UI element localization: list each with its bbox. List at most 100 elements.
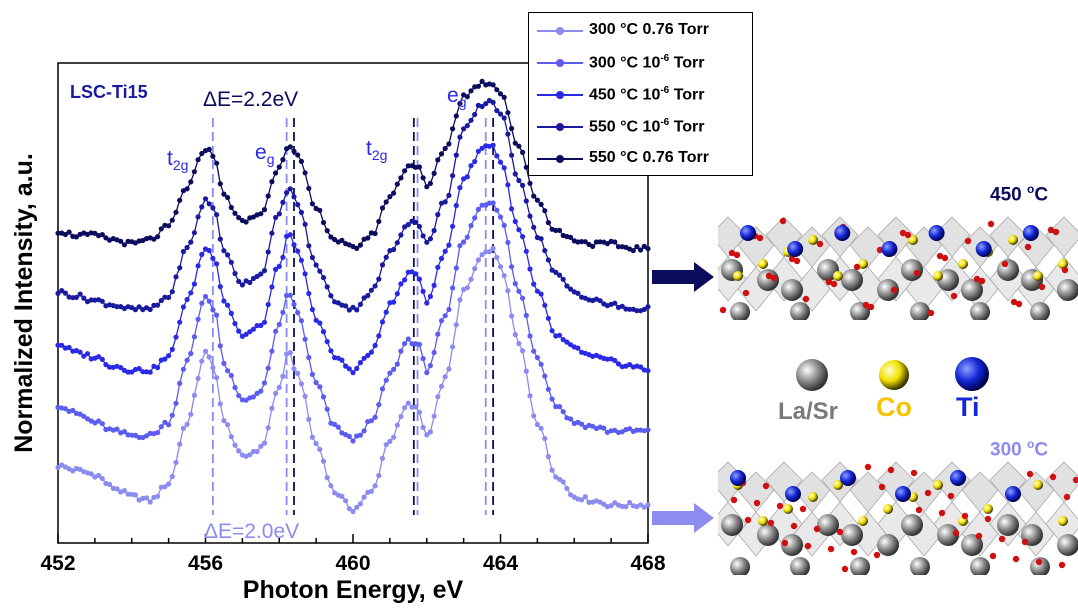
data-point [394,181,400,187]
data-point [497,214,504,220]
o-sphere [799,505,807,513]
data-point [155,493,161,499]
series-line [57,247,649,513]
data-point [273,214,279,221]
data-point [361,494,367,500]
la-sr-sphere [910,557,930,575]
co-sphere [883,504,893,514]
data-point [372,342,378,349]
data-point [324,475,330,481]
o-sphere [1049,473,1057,481]
data-point [228,434,234,440]
data-point [261,207,268,213]
data-point [357,242,363,248]
data-point [512,171,518,177]
data-point [199,150,205,157]
data-point [306,354,312,361]
o-sphere [790,522,798,530]
data-point [442,313,448,319]
data-point [287,186,293,192]
data-point [383,309,389,315]
data-point [147,306,153,313]
data-point [627,306,633,312]
la-sr-sphere [970,557,990,575]
data-point [450,344,456,350]
la-sr-label: La/Sr [778,398,839,425]
data-point [457,243,463,249]
data-point [265,365,271,371]
data-point [228,310,234,316]
data-point [177,441,183,447]
data-point [509,264,515,270]
data-point [269,405,275,411]
data-point [214,375,220,381]
data-point [568,492,574,498]
data-point [291,194,297,200]
data-point [472,215,478,221]
data-point [509,125,515,132]
data-point [324,339,330,345]
data-point [391,434,397,440]
data-point [556,332,563,338]
sample-label: LSC-Ti15 [70,82,148,102]
o-sphere [776,502,784,510]
data-point [457,297,463,303]
data-point [387,370,393,376]
series-1 [55,200,651,444]
la-sr-sphere [757,269,779,291]
data-point [486,249,492,255]
data-point [210,205,216,211]
data-point [199,251,205,258]
data-point [453,322,459,328]
data-point [225,194,231,201]
o-sphere [927,309,935,317]
data-point [291,301,297,307]
data-point [269,348,275,354]
data-point [431,413,437,419]
data-point [180,248,186,255]
data-point [225,252,231,258]
data-point [206,146,212,152]
data-point [357,301,363,307]
co-sphere [908,235,918,245]
data-point [55,230,61,236]
o-sphere [998,535,1006,543]
data-point [96,418,102,424]
data-point [615,244,622,250]
la-sr-sphere [730,302,750,320]
data-point [542,373,548,379]
o-sphere [910,469,918,477]
data-point [424,184,430,190]
legend-marker [556,59,564,67]
data-point [645,304,651,310]
data-point [468,88,474,94]
data-point [368,488,374,494]
data-point [420,175,426,181]
o-sphere [1001,260,1009,268]
data-point [538,361,544,367]
data-point [457,185,463,191]
data-point [136,434,142,440]
data-point [191,334,197,340]
data-point [346,366,352,372]
data-point [261,380,268,386]
data-point [166,223,172,229]
data-point [103,362,109,368]
data-point [479,103,485,110]
data-point [280,199,286,205]
data-point [376,276,382,282]
ti-atom-icon [955,357,989,391]
data-point [431,282,437,288]
data-point [505,239,511,246]
co-sphere [933,271,943,281]
data-point [273,266,279,272]
data-point [184,296,190,303]
data-point [372,283,378,289]
data-point [509,152,515,158]
co-sphere [833,480,843,490]
data-point [420,424,426,430]
data-point [276,263,282,269]
co-sphere [933,480,943,490]
o-sphere [765,272,773,280]
data-point [332,236,338,243]
